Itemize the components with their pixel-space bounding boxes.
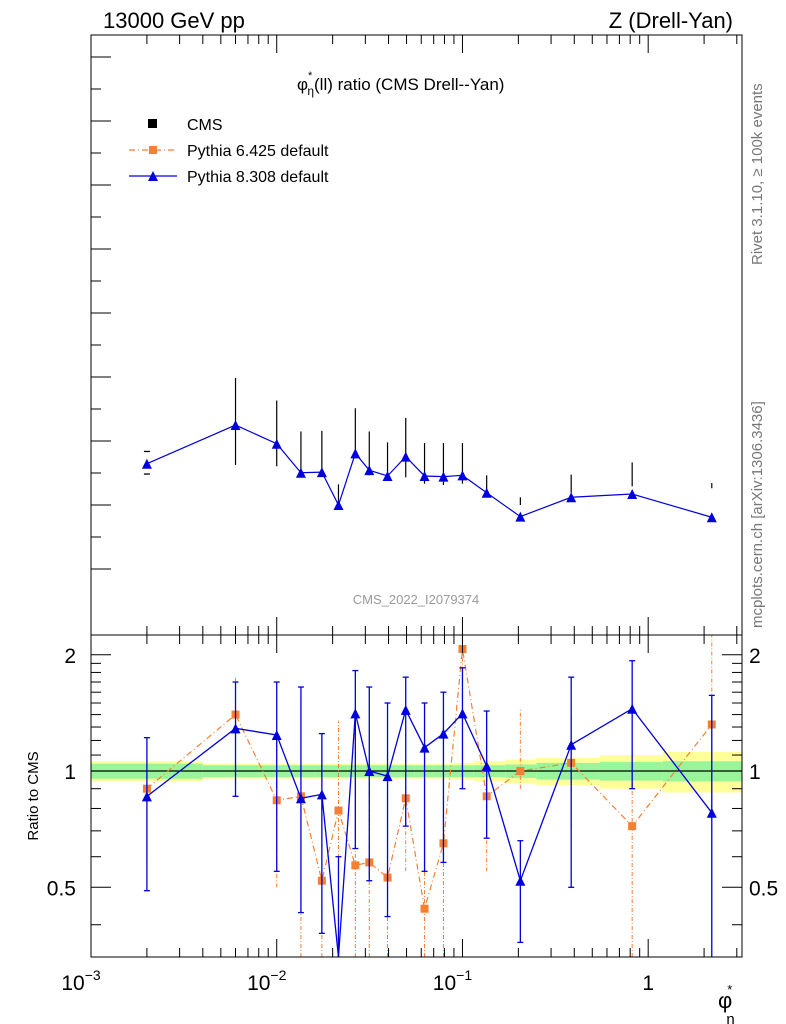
pythia8-ratio-line [146, 707, 713, 958]
pythia6-ratio-line [146, 648, 713, 909]
legend-cms-label: CMS [187, 117, 223, 134]
pythia8-main-point [364, 465, 375, 476]
pythia6-ratio-point [334, 806, 343, 815]
pythia8-ratio-point [706, 807, 717, 818]
pythia8-ratio-point [141, 791, 152, 802]
pythia8-main-point [438, 471, 449, 482]
pythia6-ratio-point [420, 904, 429, 913]
pythia8-main-point [627, 489, 638, 500]
ratio-y-ticks: 0.5 0.5 1 1 2 2 [47, 645, 778, 926]
ratio-y-tick-label: 1 [64, 761, 76, 784]
pythia6-ratio-point [351, 861, 360, 870]
pythia8-main-point [271, 438, 282, 449]
pythia8-main-point [400, 451, 411, 462]
ratio-plot-marks [141, 635, 717, 958]
pythia8-main-point [481, 487, 492, 498]
legend-pythia6-label: Pythia 6.425 default [187, 143, 329, 160]
pythia8-main-point [419, 470, 430, 481]
header-left: 13000 GeV pp [103, 8, 245, 33]
pythia8-ratio-point [457, 708, 468, 719]
title-star: * [308, 70, 313, 82]
pythia6-ratio-point [516, 767, 525, 776]
pythia8-main-point [566, 492, 577, 503]
legend: CMS Pythia 6.425 default Pythia 8.308 de… [129, 117, 329, 186]
legend-cms-marker [148, 119, 157, 128]
legend-pythia8-marker [148, 171, 158, 181]
pythia8-ratio-point [230, 723, 241, 734]
ratio-x-ticks: 10−3 10−2 10−1 1 [61, 635, 738, 995]
pythia8-ratio-point [271, 729, 282, 740]
x-tick-label: 10−1 [433, 967, 473, 995]
pythia8-main-point [350, 448, 361, 459]
ratio-y-tick-label-right: 1 [749, 761, 761, 784]
pythia8-main-point [706, 512, 717, 523]
x-tick-label: 1 [642, 972, 654, 995]
legend-pythia6-marker [149, 146, 157, 154]
x-tick-label: 10−3 [61, 967, 101, 995]
ratio-y-tick-label: 0.5 [47, 877, 76, 900]
main-x-ticks [90, 35, 738, 635]
x-label-subscript: η [726, 1011, 734, 1024]
pythia8-ratio-point [400, 704, 411, 715]
x-axis-label: φ* η [718, 982, 735, 1024]
pythia8-ratio-point [419, 742, 430, 753]
title-subscript: η [307, 84, 314, 98]
header-right: Z (Drell-Yan) [609, 8, 733, 33]
pythia8-ratio-point [627, 703, 638, 714]
pythia8-main-point [295, 467, 306, 478]
pythia8-ratio-point [438, 728, 449, 739]
x-label-phi: φ [718, 988, 732, 1013]
pythia8-ratio-point [364, 766, 375, 777]
analysis-watermark: CMS_2022_I2079374 [353, 592, 480, 607]
pythia8-main-point [382, 470, 393, 481]
x-label-star: * [727, 982, 732, 997]
pythia8-main-point [457, 470, 468, 481]
ratio-y-tick-label-right: 2 [749, 645, 761, 668]
ratio-panel: 0.5 0.5 1 1 2 2 10−3 10−2 10−1 1 Ratio to CMS φ*… [25, 634, 778, 1024]
legend-pythia8-label: Pythia 8.308 default [187, 169, 329, 186]
title-rest: (ll) ratio (CMS Drell--Yan) [314, 75, 504, 94]
pythia8-main-point [515, 511, 526, 522]
x-tick-label: 10−2 [247, 967, 287, 995]
ratio-panel-frame [90, 634, 743, 958]
ratio-y-tick-label-right: 0.5 [749, 877, 778, 900]
pythia8-main-point [333, 500, 344, 510]
ratio-y-tick-label: 2 [64, 645, 76, 668]
pythia8-ratio-point [350, 708, 361, 719]
pythia8-ratio-point [382, 771, 393, 782]
main-panel: φ* η(ll) ratio (CMS Drell--Yan) CMS Pythi… [90, 34, 743, 636]
title-phi: φ [297, 75, 308, 94]
main-title: φ* η(ll) ratio (CMS Drell--Yan) [297, 70, 504, 98]
pythia8-main-point [316, 467, 327, 478]
main-plot-marks [141, 377, 717, 523]
pythia8-main-point [230, 420, 241, 431]
pythia8-ratio-point [295, 793, 306, 804]
pythia6-ratio-point [628, 822, 637, 831]
source-label: mcplots.cern.ch [arXiv:1306.3436] [749, 401, 766, 628]
pythia8-ratio-point [316, 789, 327, 800]
pythia8-ratio-point [566, 739, 577, 750]
pythia8-ratio-point [515, 875, 526, 886]
ratio-y-axis-label: Ratio to CMS [25, 751, 42, 840]
pythia8-ratio-point [481, 761, 492, 772]
main-y-ticks [91, 56, 111, 570]
pythia8-main-line [146, 424, 712, 518]
pythia8-main-point [141, 458, 152, 469]
mc-uncertainty-bands [91, 752, 742, 793]
rivet-version-label: Rivet 3.1.10, ≥ 100k events [749, 83, 766, 265]
